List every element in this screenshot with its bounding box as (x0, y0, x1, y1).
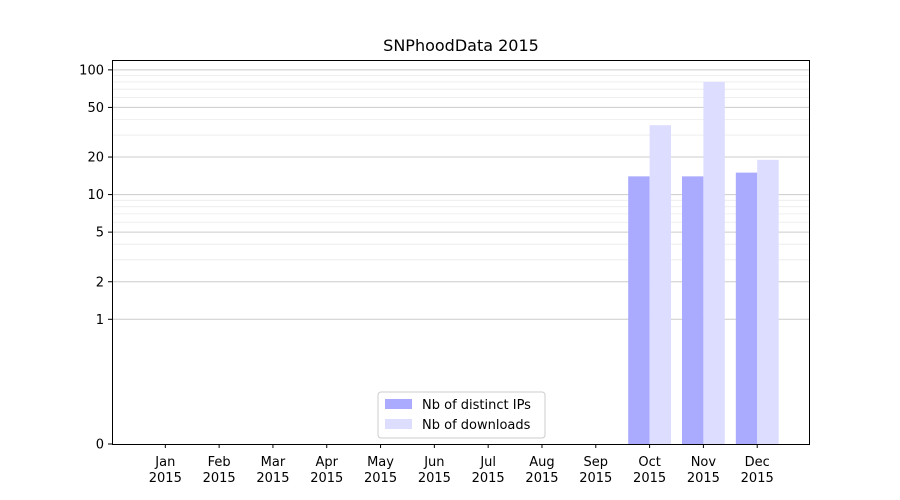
x-tick-label-line: 2015 (364, 471, 397, 486)
chart-title: SNPhoodData 2015 (383, 36, 539, 55)
x-tick-label-line: Nov (691, 455, 717, 470)
bar (703, 81, 725, 444)
x-tick-label-line: 2015 (256, 471, 289, 486)
x-tick-label-line: May (367, 455, 394, 470)
y-tick-label: 20 (87, 151, 104, 166)
y-tick-label: 50 (87, 101, 104, 116)
x-tick-label-line: Feb (208, 455, 231, 470)
bar (757, 159, 779, 444)
x-tick-label-line: Mar (261, 455, 286, 470)
y-tick-label: 2 (96, 275, 104, 290)
x-tick-label: Jul 2015 (472, 455, 505, 486)
x-tick-label: Feb 2015 (203, 455, 236, 486)
x-tick-label-line: Aug (529, 455, 554, 470)
y-tick-label: 0 (96, 438, 104, 453)
x-tick-label-line: Apr (315, 455, 338, 470)
bar (735, 172, 758, 444)
x-tick-label-line: 2015 (472, 471, 505, 486)
x-tick-label-line: 2015 (149, 471, 182, 486)
x-tick-label-line: 2015 (418, 471, 451, 486)
legend-swatch (385, 419, 412, 429)
bar (682, 176, 704, 444)
x-tick-label: Sep 2015 (579, 455, 612, 486)
x-tick-label-line: 2015 (579, 471, 612, 486)
legend-swatch (385, 399, 412, 409)
x-tick-label: Jan 2015 (149, 455, 182, 486)
x-tick-label: Apr 2015 (310, 455, 343, 486)
legend: Nb of distinct IPs Nb of downloads (377, 391, 546, 439)
x-tick-label-line: 2015 (310, 471, 343, 486)
x-tick-label-line: 2015 (741, 471, 774, 486)
y-axis: 0 1 2 5 10 20 50 100 (79, 63, 112, 453)
y-tick-label: 5 (96, 226, 104, 241)
legend-label: Nb of distinct IPs (422, 398, 531, 413)
x-tick-label-line: Jul (479, 455, 496, 470)
x-tick-label-line: 2015 (687, 471, 720, 486)
bar (628, 176, 650, 444)
legend-label: Nb of downloads (422, 418, 531, 433)
x-tick-label: Aug 2015 (525, 455, 558, 486)
x-tick-label-line: 2015 (203, 471, 236, 486)
x-tick-label: Dec 2015 (741, 455, 774, 486)
y-tick-label: 100 (79, 63, 104, 78)
bar (649, 125, 671, 445)
x-tick-label-line: Dec (745, 455, 770, 470)
x-tick-label-line: 2015 (525, 471, 558, 486)
x-tick-label: Jun 2015 (418, 455, 451, 486)
legend-box (377, 391, 546, 439)
x-tick-label: Nov 2015 (687, 455, 720, 486)
x-tick-label-line: Sep (584, 455, 609, 470)
x-tick-label-line: Oct (638, 455, 660, 470)
y-tick-label: 1 (96, 313, 104, 328)
x-tick-label-line: Jan (154, 455, 175, 470)
plot-frame (112, 60, 810, 445)
x-tick-label-line: 2015 (633, 471, 666, 486)
x-tick-label: Mar 2015 (256, 455, 289, 486)
x-tick-label: May 2015 (364, 455, 397, 486)
bars (628, 81, 779, 445)
y-tick-label: 10 (87, 188, 104, 203)
x-tick-label: Oct 2015 (633, 455, 666, 486)
x-tick-label-line: Jun (423, 455, 444, 470)
